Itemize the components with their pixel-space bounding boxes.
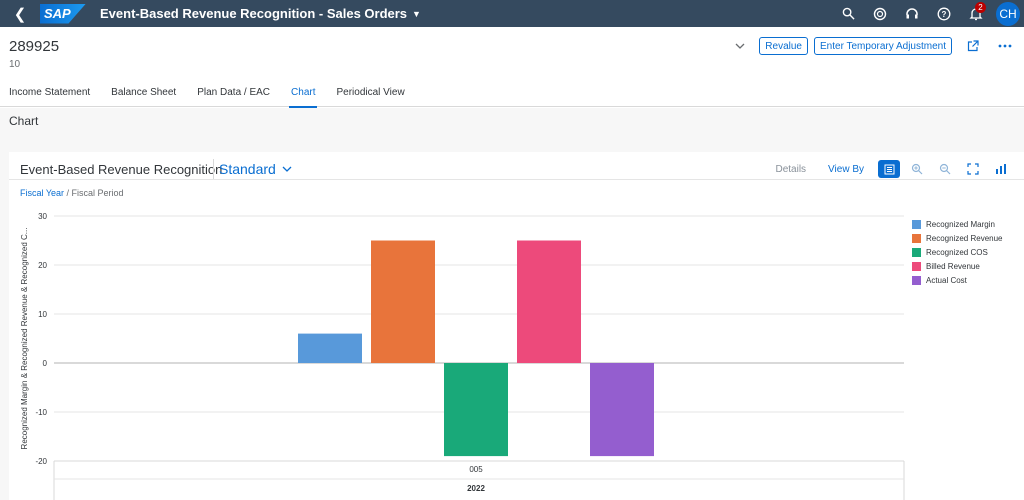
chart-legend: Recognized Margin Recognized Revenue Recog… bbox=[912, 217, 1003, 287]
y-tick-label: -20 bbox=[35, 457, 47, 466]
chevron-left-icon: ❮ bbox=[13, 5, 27, 23]
legend-swatch bbox=[912, 261, 921, 271]
section-title: Chart bbox=[9, 114, 39, 128]
caret-down-icon: ▼ bbox=[412, 8, 421, 19]
shell-bar: ❮ SAP Event-Based Revenue Recognition - … bbox=[0, 0, 1024, 27]
chevron-down-icon bbox=[282, 166, 292, 172]
revalue-button[interactable]: Revalue bbox=[759, 37, 808, 55]
variant-selector[interactable]: Standard bbox=[213, 159, 292, 179]
app-title: Event-Based Revenue Recognition - Sales … bbox=[100, 6, 408, 21]
tab-periodical-view[interactable]: Periodical View bbox=[336, 87, 405, 98]
chart-toolbar: Event-Based Revenue Recognition Standard… bbox=[9, 152, 1024, 180]
details-button[interactable]: Details bbox=[775, 163, 807, 175]
zoom-in-button[interactable] bbox=[906, 160, 928, 178]
question-icon: ? bbox=[937, 7, 951, 20]
chart-type-button[interactable] bbox=[990, 160, 1012, 178]
bar-recognized-revenue bbox=[371, 240, 435, 363]
notifications-button[interactable]: 2 bbox=[962, 0, 990, 27]
headset-icon bbox=[906, 7, 918, 18]
bar-recognized-margin bbox=[298, 333, 362, 363]
object-header: 289925 10 Revalue Enter Temporary Adjust… bbox=[0, 27, 1024, 107]
bar-chart: 30 20 10 0 -10 -20 005 2022 Recognized Margin & … bbox=[20, 212, 905, 500]
breadcrumb-fiscal-period: / Fiscal Period bbox=[64, 188, 124, 198]
breadcrumb-fiscal-year[interactable]: Fiscal Year bbox=[20, 188, 65, 198]
more-options-button[interactable] bbox=[994, 37, 1016, 55]
object-subtitle: 10 bbox=[9, 59, 21, 70]
tab-bar: Income Statement Balance Sheet Plan Data… bbox=[0, 84, 1024, 108]
tab-balance-sheet[interactable]: Balance Sheet bbox=[111, 87, 177, 98]
copilot-button[interactable] bbox=[866, 0, 894, 27]
legend-label: Recognized Margin bbox=[926, 219, 995, 229]
y-tick-label: -10 bbox=[35, 408, 47, 417]
legend-item-billed-revenue[interactable]: Billed Revenue bbox=[912, 259, 1003, 273]
sap-logo[interactable]: SAP bbox=[40, 3, 86, 24]
legend-label: Actual Cost bbox=[926, 275, 967, 285]
help-button[interactable]: ? bbox=[930, 0, 958, 27]
bar-chart-icon bbox=[996, 164, 1006, 174]
chart-toolbar-actions: Details View By bbox=[767, 160, 1012, 178]
overflow-icon bbox=[998, 44, 1012, 48]
legend-item-actual-cost[interactable]: Actual Cost bbox=[912, 273, 1003, 287]
x-group-label: 2022 bbox=[467, 484, 485, 493]
legend-label: Recognized Revenue bbox=[926, 233, 1003, 243]
tab-income-statement[interactable]: Income Statement bbox=[9, 87, 91, 98]
copilot-icon bbox=[873, 7, 887, 20]
bar-recognized-cos bbox=[444, 363, 508, 457]
y-tick-label: 10 bbox=[38, 310, 47, 319]
bar-billed-revenue bbox=[517, 240, 581, 363]
legend-swatch bbox=[912, 275, 921, 285]
tab-plan-data-eac[interactable]: Plan Data / EAC bbox=[197, 87, 271, 98]
share-icon bbox=[967, 40, 979, 52]
zoom-in-icon bbox=[911, 163, 923, 175]
variant-name: Standard bbox=[219, 161, 276, 177]
legend-toggle-button[interactable] bbox=[878, 160, 900, 178]
view-by-button[interactable]: View By bbox=[828, 163, 864, 175]
fullscreen-icon bbox=[967, 163, 979, 175]
enter-temporary-adjustment-button[interactable]: Enter Temporary Adjustment bbox=[814, 37, 952, 55]
help-support-button[interactable] bbox=[898, 0, 926, 27]
fullscreen-button[interactable] bbox=[962, 160, 984, 178]
shell-actions: ? 2 CH bbox=[834, 0, 1020, 27]
search-button[interactable] bbox=[834, 0, 862, 27]
tab-chart[interactable]: Chart bbox=[288, 84, 318, 108]
y-tick-label: 0 bbox=[43, 359, 48, 368]
legend-item-recognized-margin[interactable]: Recognized Margin bbox=[912, 217, 1003, 231]
legend-swatch bbox=[912, 233, 921, 243]
y-tick-label: 20 bbox=[38, 261, 47, 270]
legend-icon bbox=[884, 164, 894, 174]
chevron-down-icon bbox=[735, 43, 745, 49]
legend-label: Recognized COS bbox=[926, 247, 988, 257]
object-title: 289925 bbox=[9, 38, 60, 55]
header-actions: Revalue Enter Temporary Adjustment bbox=[731, 37, 1016, 55]
back-button[interactable]: ❮ bbox=[0, 0, 40, 27]
legend-swatch bbox=[912, 247, 921, 257]
legend-swatch bbox=[912, 219, 921, 229]
y-axis-title: Recognized Margin & Recognized Revenue &… bbox=[20, 228, 29, 450]
share-button[interactable] bbox=[962, 37, 984, 55]
app-title-menu[interactable]: Event-Based Revenue Recognition - Sales … bbox=[100, 6, 421, 21]
legend-label: Billed Revenue bbox=[926, 261, 980, 271]
legend-item-recognized-cos[interactable]: Recognized COS bbox=[912, 245, 1003, 259]
svg-text:?: ? bbox=[942, 10, 947, 19]
y-tick-label: 30 bbox=[38, 212, 47, 221]
notification-badge: 2 bbox=[975, 2, 986, 13]
zoom-out-icon bbox=[939, 163, 951, 175]
chart-card: Event-Based Revenue Recognition Standard… bbox=[9, 152, 1024, 500]
search-icon bbox=[842, 7, 855, 20]
collapse-header-button[interactable] bbox=[731, 37, 749, 55]
chart-title: Event-Based Revenue Recognition bbox=[20, 162, 223, 177]
zoom-out-button[interactable] bbox=[934, 160, 956, 178]
user-avatar[interactable]: CH bbox=[996, 1, 1020, 26]
bar-actual-cost bbox=[590, 363, 654, 457]
x-category-label: 005 bbox=[469, 465, 483, 474]
drilldown-breadcrumb: Fiscal Year / Fiscal Period bbox=[20, 188, 124, 198]
legend-item-recognized-revenue[interactable]: Recognized Revenue bbox=[912, 231, 1003, 245]
